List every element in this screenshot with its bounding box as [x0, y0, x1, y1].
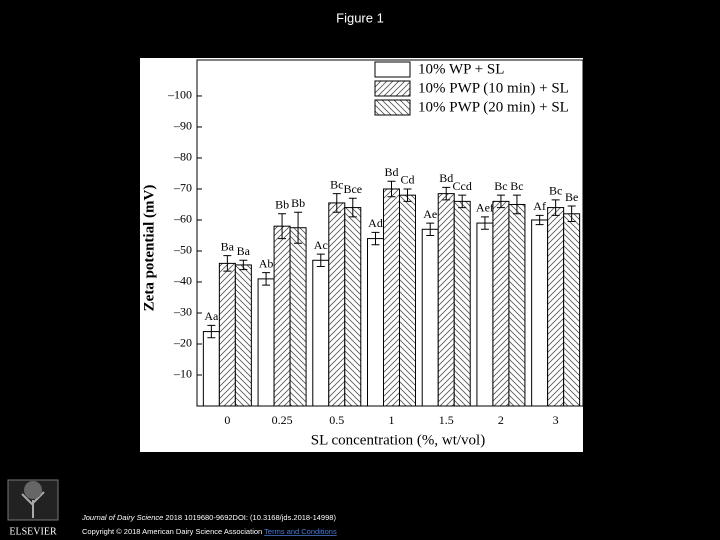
- x-tick-label: 1.5: [439, 413, 454, 427]
- legend-swatch: [374, 99, 411, 116]
- x-tick-label: 1: [389, 413, 395, 427]
- error-bar: [316, 253, 325, 267]
- bar: [399, 194, 416, 407]
- x-tick-label: 0: [224, 413, 230, 427]
- error-bar: [403, 188, 412, 202]
- error-bar: [387, 180, 396, 198]
- significance-letter: Bce: [343, 182, 362, 196]
- bar: [257, 278, 275, 407]
- bar: [508, 203, 526, 407]
- error-bar: [207, 324, 216, 339]
- bar: [421, 228, 439, 407]
- y-tick-label: –10: [173, 367, 192, 381]
- journal: Journal of Dairy Science: [81, 513, 163, 522]
- y-tick-label: –60: [173, 212, 192, 226]
- error-bar: [278, 213, 287, 240]
- legend-label: 10% PWP (10 min) + SL: [418, 80, 569, 96]
- significance-letter: Ab: [259, 256, 274, 270]
- significance-letter: Bc: [510, 179, 523, 193]
- significance-letter: Ccd: [453, 179, 472, 193]
- x-tick-label: 3: [553, 413, 559, 427]
- significance-letter: Ba: [221, 239, 235, 253]
- y-axis-title: Zeta potential (mV): [141, 185, 157, 312]
- significance-letter: Af: [533, 199, 546, 213]
- error-bar: [239, 259, 248, 271]
- error-bar: [567, 205, 576, 223]
- legend-swatch: [374, 80, 411, 97]
- citation: Journal of Dairy Science 2018 1019680-96…: [81, 513, 336, 522]
- error-bar: [426, 222, 435, 236]
- significance-letter: Bb: [275, 198, 289, 212]
- elsevier-logo: [7, 479, 59, 521]
- bar: [437, 193, 455, 407]
- y-tick-label: –70: [173, 181, 192, 195]
- significance-letter: Bd: [384, 165, 398, 179]
- y-tick-label: –90: [173, 119, 192, 133]
- bar: [453, 200, 471, 407]
- error-bar: [262, 272, 271, 286]
- significance-letter: Cd: [400, 173, 414, 187]
- y-tick-label: –100: [167, 88, 192, 102]
- significance-letter: Aef: [476, 201, 494, 215]
- slide-title: Figure 1: [336, 10, 384, 25]
- copyright-line: Copyright © 2018 American Dairy Science …: [82, 527, 337, 536]
- significance-letter: Bb: [291, 196, 305, 210]
- bar: [202, 331, 220, 407]
- bar: [344, 207, 362, 407]
- significance-letter: Be: [565, 190, 578, 204]
- y-tick-label: –50: [173, 243, 192, 257]
- significance-letter: Ad: [368, 216, 383, 230]
- error-bar: [535, 214, 544, 226]
- bar: [312, 259, 330, 407]
- significance-letter: Aa: [204, 309, 219, 323]
- error-bar: [480, 216, 489, 230]
- bar: [234, 264, 252, 407]
- legend-label: 10% PWP (20 min) + SL: [418, 99, 569, 115]
- bar: [531, 219, 549, 407]
- citation-text: 2018 1019680-9692DOI: (10.3168/jds.2018-…: [165, 513, 336, 522]
- bar: [289, 227, 307, 407]
- error-bar: [332, 193, 341, 213]
- significance-letter: Ba: [237, 244, 251, 258]
- y-tick-label: –40: [173, 274, 192, 288]
- error-bar: [371, 231, 380, 246]
- bar: [476, 222, 494, 407]
- significance-letter: Ae: [423, 207, 437, 221]
- error-bar: [551, 199, 560, 216]
- copyright: Copyright © 2018 American Dairy Science …: [82, 527, 262, 536]
- y-tick-label: –80: [173, 150, 192, 164]
- error-bar: [512, 194, 521, 215]
- bar: [492, 200, 510, 407]
- y-tick-label: –30: [173, 305, 192, 319]
- x-axis-title: SL concentration (%, wt/vol): [311, 432, 485, 448]
- y-tick-label: –20: [173, 336, 192, 350]
- bar: [367, 238, 384, 407]
- significance-letter: Bd: [439, 171, 453, 185]
- significance-letter: Bc: [549, 184, 562, 198]
- publisher: ELSEVIER: [9, 526, 57, 537]
- bar: [273, 225, 291, 407]
- bar: [563, 213, 581, 407]
- significance-letter: Bc: [330, 177, 343, 191]
- bar: [328, 202, 346, 407]
- bar: [547, 207, 565, 407]
- error-bar: [348, 197, 357, 218]
- x-tick-label: 0.25: [272, 413, 293, 427]
- bar: [218, 262, 236, 407]
- error-bar: [458, 194, 467, 209]
- significance-letter: Ac: [314, 238, 328, 252]
- legend-label: 10% WP + SL: [418, 61, 504, 77]
- x-tick-label: 2: [498, 413, 504, 427]
- x-tick-label: 0.5: [329, 413, 344, 427]
- error-bar: [223, 255, 232, 272]
- terms-link[interactable]: Terms and Conditions: [264, 527, 337, 536]
- error-bar: [496, 194, 505, 209]
- error-bar: [442, 186, 451, 201]
- significance-letter: Bc: [494, 179, 507, 193]
- legend-swatch: [374, 61, 411, 78]
- error-bar: [294, 211, 303, 244]
- bar: [383, 188, 400, 407]
